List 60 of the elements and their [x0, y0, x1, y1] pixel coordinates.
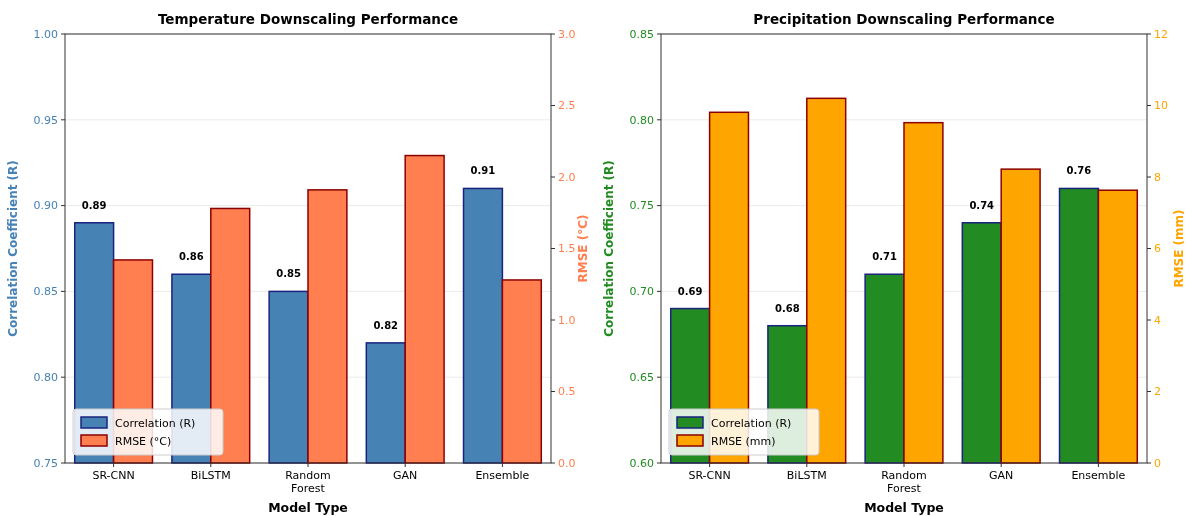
y-tick-label: 0.90	[33, 199, 58, 213]
y2-axis-title: RMSE (°C)	[576, 214, 590, 283]
y-tick-label: 0.85	[629, 27, 654, 41]
x-tick-label: GAN	[989, 469, 1014, 482]
y2-tick-label: 8	[1154, 170, 1161, 184]
y-tick-label: 0.75	[33, 456, 58, 470]
y-tick-label: 0.85	[33, 285, 58, 299]
y2-tick-label: 1.0	[558, 313, 576, 327]
data-label: 0.82	[373, 319, 399, 331]
x-axis-title: Model Type	[268, 500, 348, 515]
legend-label: RMSE (°C)	[115, 434, 172, 448]
y2-tick-label: 0.0	[558, 456, 576, 470]
x-tick-label: Random Forest	[881, 469, 927, 495]
y2-tick-label: 0	[1154, 456, 1161, 470]
legend-label: Correlation (R)	[711, 416, 792, 430]
data-label: 0.91	[470, 165, 496, 177]
x-tick-label: GAN	[393, 469, 418, 482]
y2-tick-label: 2.0	[558, 170, 576, 184]
data-label: 0.74	[969, 199, 995, 211]
y2-tick-label: 3.0	[558, 27, 576, 41]
data-label: 0.69	[677, 285, 703, 297]
y2-tick-label: 4	[1154, 313, 1161, 327]
bar	[806, 97, 847, 464]
y-tick-label: 0.95	[33, 113, 58, 127]
y2-tick-label: 2.5	[558, 99, 576, 113]
y2-axis-title: RMSE (mm)	[1172, 209, 1186, 288]
data-label: 0.89	[81, 199, 107, 211]
data-label: 0.71	[872, 251, 897, 263]
y2-tick-label: 0.5	[558, 385, 576, 399]
chart-title: Temperature Downscaling Performance	[157, 11, 459, 27]
chart-title: Precipitation Downscaling Performance	[753, 11, 1055, 27]
y-tick-label: 0.80	[33, 371, 58, 385]
y2-tick-label: 2	[1154, 385, 1161, 399]
x-tick-label: Random Forest	[285, 469, 331, 495]
y2-tick-label: 12	[1154, 27, 1168, 41]
y-tick-label: 0.80	[629, 113, 654, 127]
y2-tick-label: 10	[1154, 99, 1168, 113]
x-tick-label: Ensemble	[475, 469, 530, 482]
y-tick-label: 0.65	[629, 371, 654, 385]
y-axis-title: Correlation Coefficient (R)	[602, 160, 616, 337]
data-label: 0.76	[1066, 165, 1092, 177]
legend-label: Correlation (R)	[115, 416, 196, 430]
x-axis-title: Model Type	[864, 500, 944, 515]
y2-tick-label: 1.5	[558, 242, 576, 256]
y-tick-label: 1.00	[33, 27, 58, 41]
data-label: 0.86	[179, 251, 204, 263]
y-tick-label: 0.75	[629, 199, 654, 213]
x-tick-label: SR-CNN	[92, 469, 135, 482]
y-tick-label: 0.70	[629, 285, 654, 299]
legend-label: RMSE (mm)	[711, 434, 776, 448]
bar	[404, 154, 445, 464]
y-axis-title: Correlation Coefficient (R)	[6, 160, 20, 337]
x-tick-label: BiLSTM	[786, 469, 827, 482]
y-tick-label: 0.60	[629, 456, 654, 470]
x-tick-label: Ensemble	[1071, 469, 1126, 482]
x-tick-label: SR-CNN	[688, 469, 731, 482]
data-label: 0.85	[276, 268, 301, 280]
x-tick-label: BiLSTM	[190, 469, 231, 482]
y2-tick-label: 6	[1154, 242, 1161, 256]
data-label: 0.68	[775, 302, 800, 314]
